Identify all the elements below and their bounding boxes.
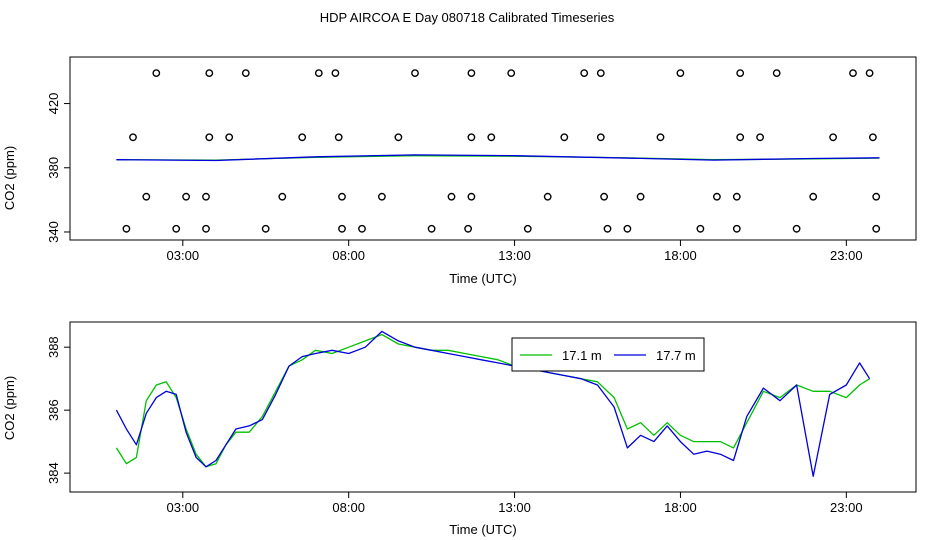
upper-series-lines <box>116 154 880 162</box>
upper-x-tick-label: 13:00 <box>498 248 531 263</box>
upper-series-17-7-m <box>116 154 880 162</box>
scatter-point <box>560 133 569 142</box>
lower-x-tick-label: 23:00 <box>830 500 863 515</box>
scatter-point <box>600 192 608 201</box>
upper-y-axis: 340 380 420 <box>46 93 70 243</box>
scatter-point <box>205 133 214 142</box>
figure-title: HDP AIRCOA E Day 080718 Calibrated Times… <box>320 10 615 25</box>
scatter-point <box>427 224 436 233</box>
scatter-point <box>338 224 346 233</box>
scatter-point <box>467 192 476 201</box>
scatter-point <box>447 192 456 201</box>
legend-label-17-7: 17.7 m <box>656 348 696 363</box>
scatter-point <box>205 69 214 78</box>
scatter-point <box>732 192 741 201</box>
scatter-point <box>756 133 764 142</box>
scatter-point <box>182 192 191 201</box>
upper-scatter-points <box>122 69 881 233</box>
scatter-point <box>732 224 741 233</box>
lower-x-tick-label: 18:00 <box>664 500 697 515</box>
lower-x-axis: 03:00 08:00 13:00 18:00 23:00 <box>167 492 863 515</box>
scatter-point <box>487 133 496 142</box>
scatter-point <box>656 133 665 142</box>
scatter-point <box>736 133 745 142</box>
scatter-point <box>872 192 881 201</box>
lower-y-tick-label: 384 <box>46 462 61 484</box>
scatter-point <box>225 133 234 142</box>
scatter-point <box>772 69 781 78</box>
scatter-point <box>869 133 877 142</box>
scatter-point <box>713 192 721 201</box>
scatter-point <box>142 192 151 201</box>
lower-x-tick-label: 08:00 <box>332 500 365 515</box>
scatter-point <box>152 69 161 78</box>
lower-x-tick-label: 13:00 <box>498 500 531 515</box>
lower-x-tick-label: 03:00 <box>167 500 200 515</box>
upper-y-tick-label: 380 <box>46 157 61 179</box>
scatter-point <box>507 69 516 78</box>
scatter-point <box>676 69 685 78</box>
lower-y-tick-label: 386 <box>46 399 61 421</box>
scatter-point <box>523 224 532 233</box>
lower-plot-frame <box>69 321 917 493</box>
lower-y-tick-label: 388 <box>46 336 61 358</box>
scatter-point <box>580 69 589 78</box>
scatter-point <box>736 69 745 78</box>
scatter-point <box>696 224 705 233</box>
lower-series-17-7-m <box>115 330 871 477</box>
scatter-point <box>334 133 343 142</box>
upper-scatter-panel: 03:00 08:00 13:00 18:00 23:00 340 380 420 Time… <box>2 56 917 286</box>
legend: 17.1 m 17.7 m <box>511 337 705 372</box>
scatter-point <box>358 224 366 233</box>
upper-x-axis-label: Time (UTC) <box>449 271 516 286</box>
lower-y-axis-label: CO2 (ppm) <box>2 376 17 440</box>
scatter-point <box>849 69 857 78</box>
upper-y-tick-label: 420 <box>46 93 61 115</box>
scatter-point <box>172 224 181 233</box>
scatter-point <box>261 224 270 233</box>
scatter-point <box>603 224 612 233</box>
scatter-point <box>298 133 307 142</box>
scatter-point <box>596 133 605 142</box>
scatter-point <box>829 133 837 142</box>
scatter-point <box>122 224 131 233</box>
upper-y-tick-label: 340 <box>46 221 61 243</box>
scatter-point <box>331 69 340 78</box>
scatter-point <box>202 192 210 201</box>
upper-plot-frame <box>69 56 917 241</box>
scatter-point <box>809 192 818 201</box>
lower-y-axis: 384 386 388 <box>46 336 70 484</box>
lower-x-axis-label: Time (UTC) <box>449 522 516 537</box>
scatter-point <box>467 133 476 142</box>
upper-x-tick-label: 18:00 <box>664 248 697 263</box>
scatter-point <box>314 69 323 78</box>
scatter-point <box>636 192 645 201</box>
scatter-point <box>129 133 137 142</box>
scatter-point <box>278 192 287 201</box>
scatter-point <box>792 224 801 233</box>
scatter-point <box>467 69 476 78</box>
scatter-point <box>202 224 210 233</box>
lower-series-lines <box>115 330 871 477</box>
scatter-point <box>623 224 632 233</box>
upper-x-axis: 03:00 08:00 13:00 18:00 23:00 <box>167 240 863 263</box>
scatter-point <box>872 224 881 233</box>
legend-label-17-1: 17.1 m <box>562 348 602 363</box>
scatter-point <box>338 192 346 201</box>
scatter-point <box>596 69 605 78</box>
scatter-point <box>411 69 419 78</box>
scatter-point <box>543 192 552 201</box>
lower-line-panel: 03:00 08:00 13:00 18:00 23:00 384 386 388 Time… <box>2 321 917 537</box>
upper-x-tick-label: 03:00 <box>167 248 200 263</box>
scatter-point <box>394 133 403 142</box>
upper-y-axis-label: CO2 (ppm) <box>2 146 17 210</box>
upper-x-tick-label: 23:00 <box>830 248 863 263</box>
scatter-point <box>865 69 874 78</box>
scatter-point <box>241 69 250 78</box>
upper-x-tick-label: 08:00 <box>332 248 365 263</box>
scatter-point <box>377 192 386 201</box>
scatter-point <box>464 224 472 233</box>
